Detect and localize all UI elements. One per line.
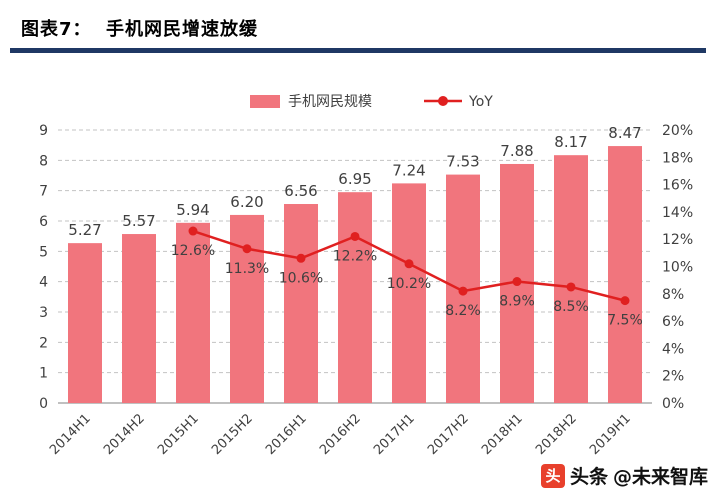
watermark: 头 头条 @未来智库 <box>540 462 708 489</box>
bar-value-label: 7.53 <box>446 153 479 171</box>
bar-value-label: 6.20 <box>230 193 263 211</box>
yoy-marker <box>458 286 468 296</box>
bar-value-label: 5.27 <box>68 221 101 239</box>
toutiao-logo-char: 头 <box>545 467 561 485</box>
yoy-marker <box>296 253 306 263</box>
x-axis-label: 2016H1 <box>263 411 310 458</box>
x-axis-label: 2018H2 <box>533 411 580 458</box>
title-underline <box>10 48 706 53</box>
yoy-value-label: 12.2% <box>333 248 377 264</box>
legend-bar-swatch <box>250 95 280 108</box>
yoy-value-label: 10.6% <box>279 270 323 286</box>
left-axis-tick: 2 <box>39 335 48 351</box>
yoy-value-label: 8.9% <box>499 294 535 310</box>
bar <box>608 146 642 403</box>
left-axis-tick: 4 <box>39 275 48 291</box>
right-axis-tick: 14% <box>662 205 693 221</box>
x-axis-label: 2015H1 <box>155 411 202 458</box>
legend-line-marker <box>438 96 448 106</box>
chart: 0 1 2 3 4 5 6 7 8 9 0% 2% 4% 6% 8% 10% 12% 14% 16% 18% 20% 5.… <box>0 85 716 485</box>
right-axis-tick: 4% <box>662 341 684 357</box>
right-axis-tick: 12% <box>662 232 693 248</box>
bar <box>338 192 372 403</box>
bar-value-label: 5.57 <box>122 212 155 230</box>
right-axis-tick: 20% <box>662 123 693 139</box>
toutiao-logo-icon: 头 <box>540 463 565 488</box>
right-axis-tick: 0% <box>662 396 684 412</box>
bar-value-label: 8.17 <box>554 133 587 151</box>
yoy-marker <box>512 277 522 287</box>
legend-bar-label: 手机网民规模 <box>288 94 372 110</box>
left-axis-tick: 1 <box>39 366 48 382</box>
left-axis-tick: 6 <box>39 214 48 230</box>
yoy-marker <box>350 231 360 241</box>
x-axis-label: 2015H2 <box>209 411 256 458</box>
bar <box>122 234 156 403</box>
right-axis-tick: 16% <box>662 178 693 194</box>
bar <box>176 222 210 403</box>
yoy-marker <box>188 226 198 236</box>
bar-value-label: 6.95 <box>338 170 371 188</box>
yoy-value-label: 11.3% <box>225 261 269 277</box>
yoy-marker <box>242 244 252 254</box>
x-axis-label: 2019H1 <box>587 411 634 458</box>
yoy-marker <box>566 282 576 292</box>
bar <box>554 155 588 403</box>
left-axis-tick: 8 <box>39 153 48 169</box>
left-axis-tick: 7 <box>39 184 48 200</box>
x-axis-label: 2014H2 <box>101 411 148 458</box>
bar-value-label: 8.47 <box>608 124 641 142</box>
yoy-value-label: 12.6% <box>171 243 215 259</box>
yoy-value-label: 8.5% <box>553 299 589 315</box>
legend-line-label: YoY <box>468 94 493 110</box>
yoy-value-label: 7.5% <box>607 313 643 329</box>
x-axis-label: 2017H2 <box>425 411 472 458</box>
bar-value-label: 5.94 <box>176 201 209 219</box>
x-axis-label: 2017H1 <box>371 411 418 458</box>
yoy-marker <box>620 296 630 306</box>
bar <box>230 214 264 403</box>
left-axis-tick: 5 <box>39 244 48 260</box>
watermark-brand: 头条 <box>569 466 608 488</box>
chart-title: 图表7： 手机网民增速放缓 <box>21 19 259 40</box>
left-axis-tick: 9 <box>39 123 48 139</box>
bar <box>68 243 102 403</box>
left-axis-tick: 0 <box>39 396 48 412</box>
chart-svg: 0 1 2 3 4 5 6 7 8 9 0% 2% 4% 6% 8% 10% 12% 14% 16% 18% 20% 5.… <box>39 94 693 458</box>
yoy-value-label: 10.2% <box>387 276 431 292</box>
right-axis-tick: 2% <box>662 369 684 385</box>
bar <box>392 183 426 403</box>
x-axis-label: 2016H2 <box>317 411 364 458</box>
right-axis-tick: 6% <box>662 314 684 330</box>
bar-value-label: 7.88 <box>500 142 533 160</box>
yoy-value-label: 8.2% <box>445 303 481 319</box>
bar-value-label: 6.56 <box>284 182 317 200</box>
yoy-marker <box>404 259 414 269</box>
bar <box>284 204 318 403</box>
bar-value-label: 7.24 <box>392 161 425 179</box>
right-axis-tick: 8% <box>662 287 684 303</box>
x-axis-label: 2018H1 <box>479 411 526 458</box>
left-axis-tick: 3 <box>39 305 48 321</box>
watermark-handle: @未来智库 <box>612 466 708 488</box>
right-axis-tick: 10% <box>662 260 693 276</box>
right-axis-tick: 18% <box>662 150 693 166</box>
x-axis-label: 2014H1 <box>47 411 94 458</box>
